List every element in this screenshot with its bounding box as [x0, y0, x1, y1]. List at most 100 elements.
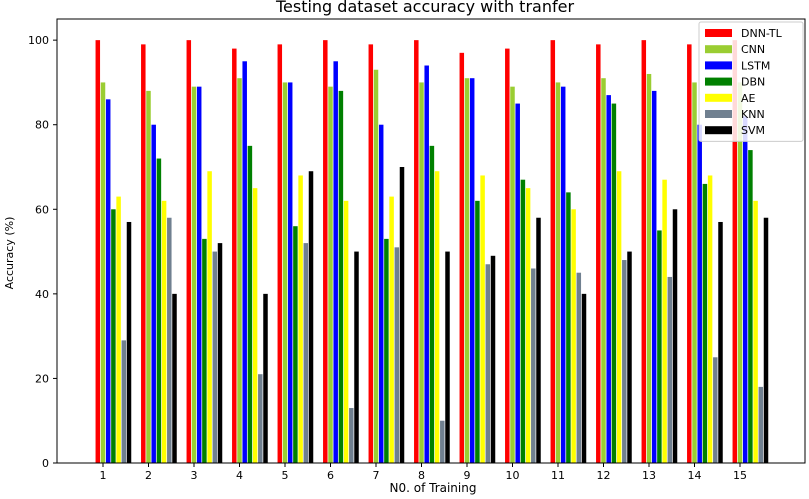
- x-tick-label: 10: [506, 469, 520, 482]
- bar-dnn-tl-13: [641, 40, 647, 463]
- bar-lstm-12: [606, 95, 611, 464]
- bar-knn-4: [258, 374, 263, 463]
- bar-dnn-tl-3: [186, 40, 192, 463]
- legend-swatch-knn: [705, 110, 732, 118]
- bar-cnn-2: [146, 90, 151, 463]
- bar-knn-6: [349, 408, 354, 463]
- bar-cnn-12: [601, 78, 606, 463]
- bar-dbn-6: [338, 90, 344, 463]
- bar-cnn-14: [692, 82, 697, 464]
- x-tick-label: 2: [145, 469, 152, 482]
- y-axis-label: Accuracy (%): [3, 217, 16, 290]
- legend-label-dbn: DBN: [741, 76, 765, 89]
- bar-dbn-1: [111, 209, 116, 463]
- x-tick-label: 11: [551, 469, 565, 482]
- bar-cnn-5: [282, 82, 288, 464]
- bar-knn-11: [576, 272, 582, 463]
- legend-swatch-dbn: [705, 77, 732, 86]
- bar-svm-3: [217, 243, 223, 463]
- legend: DNN-TL CNN LSTM DBN AE KNN SVM: [698, 21, 804, 142]
- bar-ae-10: [525, 188, 531, 463]
- bar-dbn-2: [156, 158, 162, 464]
- bar-lstm-14: [697, 124, 702, 464]
- bar-ae-15: [753, 200, 758, 463]
- y-tick-label: 0: [42, 457, 49, 470]
- legend-label-dnn-tl: DNN-TL: [741, 27, 783, 40]
- legend-swatch-lstm: [705, 61, 732, 70]
- bar-dnn-tl-2: [141, 44, 146, 464]
- bar-dbn-13: [657, 230, 662, 463]
- bar-lstm-8: [424, 65, 429, 463]
- y-tick-label: 80: [35, 119, 49, 132]
- bar-cnn-9: [464, 78, 470, 463]
- bar-lstm-6: [333, 61, 338, 463]
- bar-lstm-10: [515, 103, 520, 463]
- bar-svm-8: [445, 251, 450, 463]
- bar-ae-2: [161, 200, 167, 463]
- bar-svm-11: [581, 293, 587, 463]
- x-tick-label: 13: [642, 469, 656, 482]
- bar-dnn-tl-4: [232, 48, 237, 463]
- bar-lstm-2: [151, 124, 156, 464]
- bar-dbn-9: [475, 200, 480, 463]
- legend-swatch-cnn: [705, 45, 732, 54]
- bar-lstm-7: [378, 124, 384, 464]
- x-tick-label: 8: [418, 469, 425, 482]
- bar-dbn-3: [202, 238, 207, 463]
- bar-cnn-6: [328, 86, 333, 463]
- bar-ae-4: [252, 188, 258, 463]
- bars-layer: [95, 40, 769, 464]
- bar-ae-6: [343, 200, 349, 463]
- bar-cnn-10: [510, 86, 515, 463]
- bar-svm-15: [763, 217, 769, 463]
- bar-dbn-10: [520, 179, 526, 463]
- chart-title: Testing dataset accuracy with tranfer: [275, 0, 574, 16]
- bar-dbn-11: [566, 192, 571, 463]
- bar-cnn-11: [555, 82, 561, 464]
- bar-knn-8: [440, 420, 445, 463]
- bar-dnn-tl-8: [414, 40, 419, 463]
- bar-knn-14: [713, 357, 718, 463]
- x-tick-label: 12: [597, 469, 611, 482]
- y-tick-label: 100: [28, 34, 49, 47]
- bar-ae-11: [571, 209, 576, 463]
- bar-dnn-tl-12: [596, 44, 601, 464]
- x-tick-label: 5: [282, 469, 289, 482]
- bar-svm-4: [263, 293, 268, 463]
- legend-label-svm: SVM: [741, 124, 765, 137]
- bar-svm-10: [536, 217, 541, 463]
- bar-dnn-tl-14: [687, 44, 692, 464]
- bar-svm-6: [354, 251, 359, 463]
- bar-dnn-tl-10: [505, 48, 510, 463]
- bar-cnn-8: [419, 82, 424, 464]
- bar-knn-3: [212, 251, 218, 463]
- bar-svm-9: [490, 255, 496, 463]
- x-tick-label: 6: [327, 469, 334, 482]
- bar-lstm-15: [742, 116, 748, 463]
- bar-dbn-15: [748, 150, 753, 463]
- legend-swatch-ae: [705, 93, 732, 102]
- bar-ae-5: [298, 175, 303, 463]
- bar-svm-13: [672, 209, 678, 463]
- plot-frame: [56, 18, 806, 464]
- bar-dnn-tl-5: [277, 44, 283, 464]
- bar-svm-5: [308, 171, 314, 464]
- bar-cnn-4: [237, 78, 242, 463]
- x-tick-label: 7: [373, 469, 380, 482]
- x-tick-label: 9: [464, 469, 471, 482]
- legend-label-lstm: LSTM: [741, 59, 770, 72]
- bar-dbn-4: [247, 145, 253, 464]
- bar-dnn-tl-6: [323, 40, 328, 463]
- bar-knn-7: [394, 247, 400, 463]
- bar-ae-13: [662, 179, 667, 463]
- bar-knn-5: [303, 243, 309, 463]
- bar-dnn-tl-9: [459, 52, 465, 463]
- legend-label-ae: AE: [741, 92, 756, 105]
- legend-label-knn: KNN: [741, 108, 765, 121]
- y-tick-label: 20: [35, 372, 49, 385]
- x-tick-label: 3: [191, 469, 198, 482]
- bar-cnn-7: [373, 69, 379, 464]
- bar-cnn-3: [191, 86, 197, 463]
